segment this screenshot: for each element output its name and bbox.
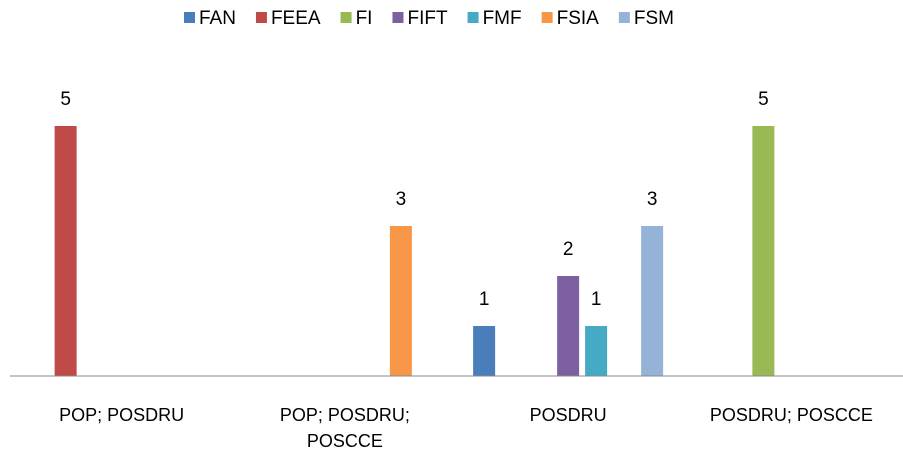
data-label: 1 <box>479 289 490 310</box>
bar <box>752 126 775 376</box>
legend-swatch <box>255 12 267 23</box>
legend-label: FEEA <box>271 8 321 29</box>
legend-swatch <box>467 12 479 23</box>
data-label: 5 <box>758 89 769 110</box>
legend-label: FMF <box>483 8 522 29</box>
bar <box>473 326 496 376</box>
legend-label: FSM <box>634 8 674 29</box>
bar <box>557 276 580 376</box>
x-tick-label: POP; POSDRU; POSCCE <box>279 405 410 451</box>
data-label: 3 <box>396 189 407 210</box>
x-tick-label: POSDRU <box>529 405 607 425</box>
data-label: 2 <box>563 239 574 260</box>
legend-label: FAN <box>199 8 236 29</box>
legend-swatch <box>392 12 404 23</box>
bar <box>641 226 664 376</box>
x-tick-label: POSDRU; POSCCE <box>709 405 873 425</box>
data-label: 5 <box>60 89 71 110</box>
legend-label: FSIA <box>557 8 600 29</box>
bar <box>54 126 77 376</box>
legend-swatch <box>340 12 352 23</box>
legend-label: FIFT <box>407 8 447 29</box>
data-label: 3 <box>647 189 658 210</box>
legend-swatch <box>184 12 195 23</box>
legend-swatch <box>541 12 553 23</box>
legend-swatch <box>618 12 630 23</box>
bar <box>585 326 608 376</box>
data-label: 1 <box>591 289 602 310</box>
bar <box>389 226 412 376</box>
x-tick-label: POP; POSDRU <box>59 405 185 425</box>
legend-label: FI <box>356 8 373 29</box>
